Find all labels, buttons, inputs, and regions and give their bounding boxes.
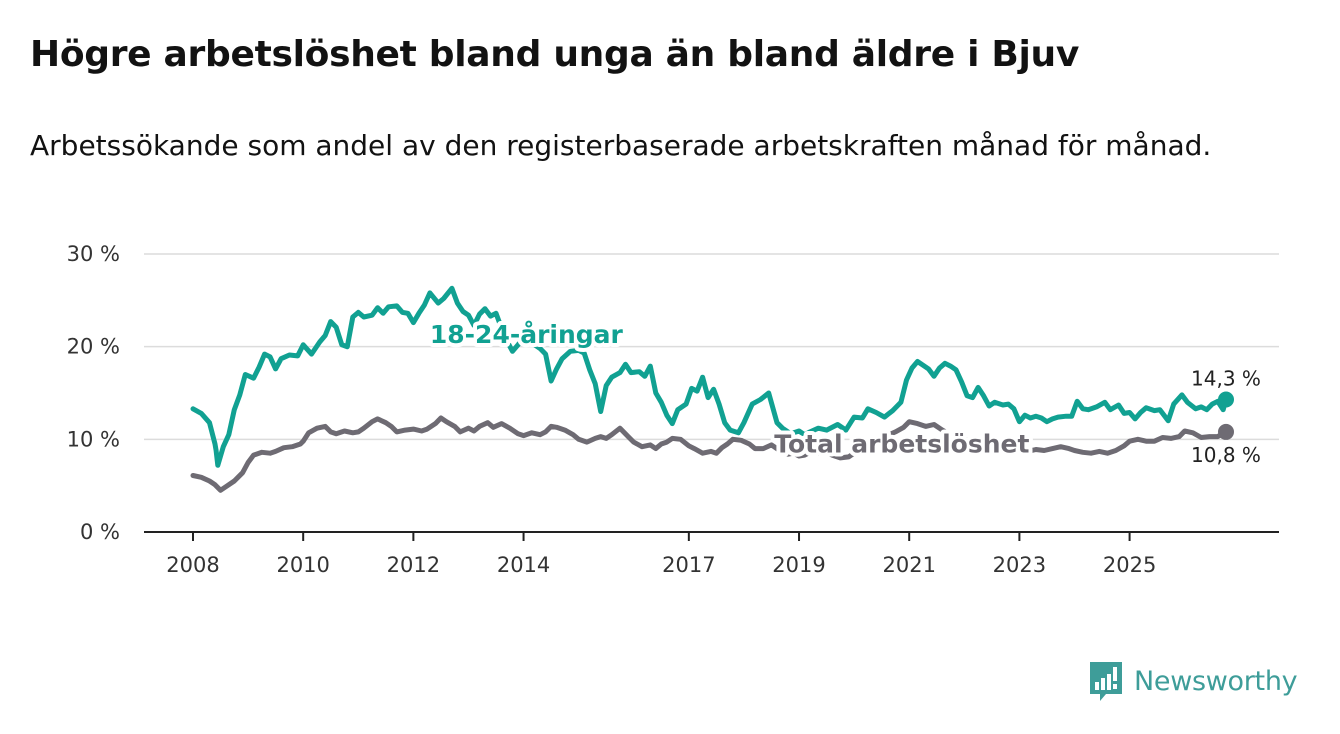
series-label-total: Total arbetslöshet [774, 429, 1029, 458]
y-tick-label: 10 % [67, 427, 120, 451]
x-tick-label: 2014 [497, 553, 550, 577]
chart-subtitle: Arbetssökande som andel av den registerb… [30, 129, 1212, 162]
axes: 0 % 10 % 20 % 30 % 2008 2010 2012 2014 2017 2019 2… [67, 242, 1279, 577]
x-tick-label: 2023 [993, 553, 1046, 577]
brand-name: Newsworthy [1134, 665, 1298, 697]
y-tick-label: 0 % [80, 520, 120, 544]
series-end-point-total [1218, 423, 1234, 440]
y-tick-label: 30 % [67, 242, 120, 266]
y-tick-label: 20 % [67, 335, 120, 359]
series-lines [190, 285, 1234, 493]
series-label-youth: 18-24-åringar [430, 320, 624, 349]
x-tick-label: 2008 [166, 553, 219, 577]
x-tick-label: 2025 [1103, 553, 1156, 577]
grid-lines [144, 253, 1279, 441]
x-tick-label: 2010 [276, 553, 329, 577]
x-tick-label: 2012 [387, 553, 440, 577]
bar-chart-speech-bubble-icon [1090, 662, 1122, 701]
series-end-point-youth [1218, 391, 1234, 408]
series-line-youth [190, 285, 1229, 468]
chart-title: Högre arbetslöshet bland unga än bland ä… [30, 34, 1080, 75]
end-value-youth: 14,3 % [1191, 366, 1261, 390]
series-line-total [190, 415, 1229, 493]
x-tick-label: 2017 [662, 553, 715, 577]
brand-logo: Newsworthy [1088, 660, 1298, 702]
x-tick-label: 2019 [772, 553, 825, 577]
end-value-total: 10,8 % [1191, 443, 1261, 467]
x-tick-label: 2021 [882, 553, 935, 577]
series-labels: 18-24-åringar Total arbetslöshet 14,3 % 10,… [426, 316, 1261, 467]
